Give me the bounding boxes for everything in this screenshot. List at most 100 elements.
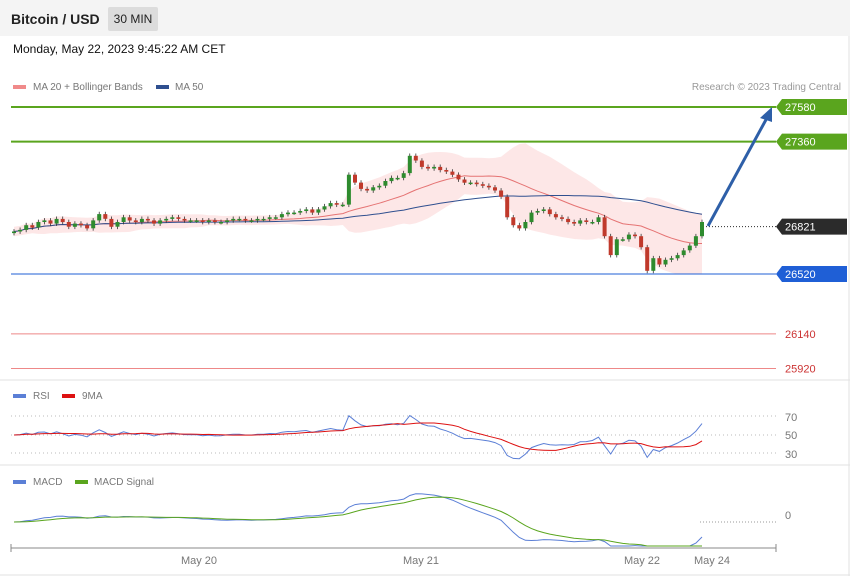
rsi-line	[13, 414, 703, 460]
x-tick-label: May 20	[181, 555, 217, 567]
candle-body	[572, 222, 577, 224]
candle-body	[474, 182, 479, 185]
candle-body	[371, 187, 376, 191]
candle-body	[450, 171, 455, 175]
candle-body	[200, 220, 205, 222]
candle-body	[176, 217, 181, 219]
candle-body	[139, 218, 144, 223]
candle-body	[596, 217, 601, 222]
candle-body	[389, 177, 394, 182]
candle-body	[541, 209, 546, 211]
level-label: 26821	[785, 222, 816, 234]
rsi-tick-70: 70	[785, 412, 797, 424]
candle-body	[72, 223, 77, 227]
candle-body	[700, 222, 704, 237]
candle-body	[590, 222, 595, 224]
chart-datetime: Monday, May 22, 2023 9:45:22 AM CET	[13, 42, 226, 56]
candle-body	[170, 217, 175, 219]
legend-macd-signal-label: MACD Signal	[94, 477, 154, 488]
level-label-box	[776, 218, 847, 235]
candle-body	[377, 185, 382, 188]
candle-body	[620, 239, 625, 241]
candle-body	[212, 220, 217, 222]
ma50-line	[13, 195, 703, 232]
candle-body	[401, 173, 406, 178]
candle-body	[493, 187, 497, 191]
level-label-box	[776, 99, 847, 115]
candle-body	[675, 255, 680, 259]
candle-body	[535, 211, 540, 213]
candle-body	[30, 225, 35, 228]
candle-body	[24, 225, 29, 230]
copyright-text: Research © 2023 Trading Central	[692, 82, 841, 93]
interval-badge[interactable]: 30 MIN	[108, 7, 158, 31]
candle-body	[298, 211, 303, 213]
candle-body	[657, 258, 662, 265]
candle-body	[255, 218, 260, 221]
candle-body	[681, 250, 686, 256]
candle-body	[85, 225, 90, 229]
level-label: 26140	[785, 329, 816, 341]
candle-body	[426, 166, 430, 169]
candle-body	[499, 190, 504, 197]
macd-zero-label: 0	[785, 510, 791, 522]
candle-body	[547, 209, 552, 215]
candle-body	[462, 179, 467, 183]
candle-body	[438, 166, 443, 171]
candle-body	[145, 218, 150, 221]
macd-line	[13, 493, 703, 547]
candle-body	[639, 236, 644, 248]
legend-macd-swatch	[13, 480, 26, 484]
candle-body	[383, 181, 388, 186]
candle-body	[505, 196, 510, 218]
candle-body	[127, 217, 132, 221]
candle-body	[353, 174, 357, 183]
candle-body	[663, 259, 668, 265]
legend-ma20-swatch	[13, 85, 26, 89]
candle-body	[511, 217, 516, 226]
candle-body	[407, 155, 412, 174]
candle-body	[633, 234, 637, 237]
candle-body	[523, 222, 528, 229]
candle-body	[669, 258, 674, 260]
candle-body	[91, 220, 96, 229]
candle-body	[231, 218, 236, 221]
legend-ma20-label: MA 20 + Bollinger Bands	[33, 82, 143, 93]
moving-averages	[13, 175, 703, 244]
legend-rsi-ma-swatch	[62, 394, 75, 398]
candle-body	[419, 160, 424, 167]
candle-body	[480, 184, 485, 186]
candle-body	[413, 155, 418, 161]
x-tick-label: May 21	[403, 555, 439, 567]
candle-body	[626, 234, 631, 240]
candle-body	[18, 229, 23, 232]
legend-macd-label: MACD	[33, 477, 62, 488]
candle-body	[566, 218, 571, 223]
candle-body	[279, 214, 284, 218]
candle-body	[328, 203, 333, 207]
legend-ma50-swatch	[156, 85, 169, 89]
macd-lines	[13, 493, 703, 547]
candle-body	[395, 177, 400, 180]
candle-body	[444, 170, 449, 172]
candle-body	[645, 247, 650, 271]
x-tick-label: May 24	[694, 555, 730, 567]
candle-body	[346, 174, 351, 205]
price-levels: 27580 27360 26821 26520 26140 25920	[11, 99, 847, 376]
candle-body	[486, 185, 491, 188]
candle-body	[687, 245, 692, 251]
candle-body	[249, 220, 254, 222]
candle-body	[42, 220, 47, 222]
level-label: 27360	[785, 137, 816, 149]
legend-rsi-ma-label: 9MA	[82, 391, 103, 402]
candle-body	[578, 220, 583, 224]
rsi-ma-line	[13, 422, 703, 451]
candle-body	[334, 203, 339, 205]
level-label: 27580	[785, 102, 816, 114]
legend-macd-signal-swatch	[75, 480, 88, 484]
candle-body	[182, 218, 187, 221]
candle-body	[48, 220, 53, 224]
candle-body	[219, 222, 223, 224]
candle-body	[164, 218, 169, 221]
